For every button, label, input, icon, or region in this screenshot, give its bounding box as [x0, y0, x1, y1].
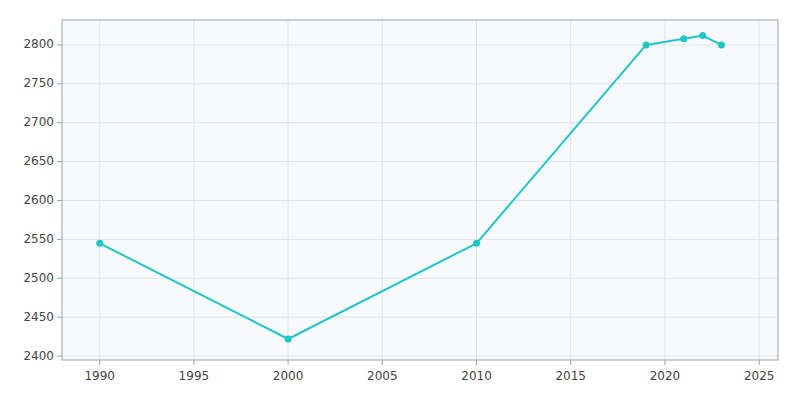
x-tick — [664, 360, 665, 365]
y-grid-line — [62, 356, 778, 357]
x-tick-label: 2000 — [273, 369, 304, 383]
y-grid-line — [62, 44, 778, 45]
y-tick — [57, 278, 62, 279]
x-tick-label: 2015 — [555, 369, 586, 383]
x-tick — [476, 360, 477, 365]
x-grid-line — [759, 20, 760, 360]
point — [96, 240, 103, 247]
y-tick — [57, 239, 62, 240]
x-grid-line — [664, 20, 665, 360]
y-grid-line — [62, 122, 778, 123]
y-tick — [57, 356, 62, 357]
x-tick — [759, 360, 760, 365]
x-grid-line — [193, 20, 194, 360]
y-tick — [57, 83, 62, 84]
x-tick — [99, 360, 100, 365]
y-grid-line — [62, 317, 778, 318]
point — [285, 335, 292, 342]
point — [718, 41, 725, 48]
grid — [62, 20, 778, 360]
y-tick — [57, 44, 62, 45]
chart: 2400 2450 2500 2550 2600 2650 2700 2750 2800 1990… — [0, 0, 800, 400]
x-tick — [382, 360, 383, 365]
y-grid-line — [62, 161, 778, 162]
x-tick-label: 1995 — [179, 369, 210, 383]
x-tick — [288, 360, 289, 365]
x-tick — [570, 360, 571, 365]
x-tick-label: 2025 — [744, 369, 775, 383]
y-tick — [57, 200, 62, 201]
x-grid-line — [288, 20, 289, 360]
y-tick-label: 2700 — [23, 115, 54, 129]
y-grid-line — [62, 83, 778, 84]
y-tick — [57, 122, 62, 123]
x-grid-line — [382, 20, 383, 360]
y-grid-line — [62, 200, 778, 201]
y-tick-label: 2800 — [23, 37, 54, 51]
x-tick-label: 2010 — [461, 369, 492, 383]
x-grid-line — [570, 20, 571, 360]
y-tick-label: 2400 — [23, 349, 54, 363]
point — [473, 240, 480, 247]
y-tick-label: 2600 — [23, 193, 54, 207]
plot-frame — [62, 20, 778, 360]
y-tick-label: 2550 — [23, 232, 54, 246]
y-tick-label: 2500 — [23, 271, 54, 285]
series — [96, 32, 725, 342]
axes: 2400 2450 2500 2550 2600 2650 2700 2750 2800 1990… — [23, 37, 774, 383]
x-tick-label: 2020 — [650, 369, 681, 383]
y-tick — [57, 317, 62, 318]
point — [643, 41, 650, 48]
x-tick-label: 2005 — [367, 369, 398, 383]
point — [699, 32, 706, 39]
y-tick-label: 2450 — [23, 310, 54, 324]
x-grid-line — [476, 20, 477, 360]
y-tick — [57, 161, 62, 162]
y-tick-label: 2750 — [23, 76, 54, 90]
plot-background — [62, 20, 778, 360]
point — [680, 35, 687, 42]
y-tick-label: 2650 — [23, 154, 54, 168]
x-tick — [193, 360, 194, 365]
y-grid-line — [62, 239, 778, 240]
x-grid-line — [99, 20, 100, 360]
x-tick-label: 1990 — [84, 369, 115, 383]
line — [100, 36, 722, 339]
